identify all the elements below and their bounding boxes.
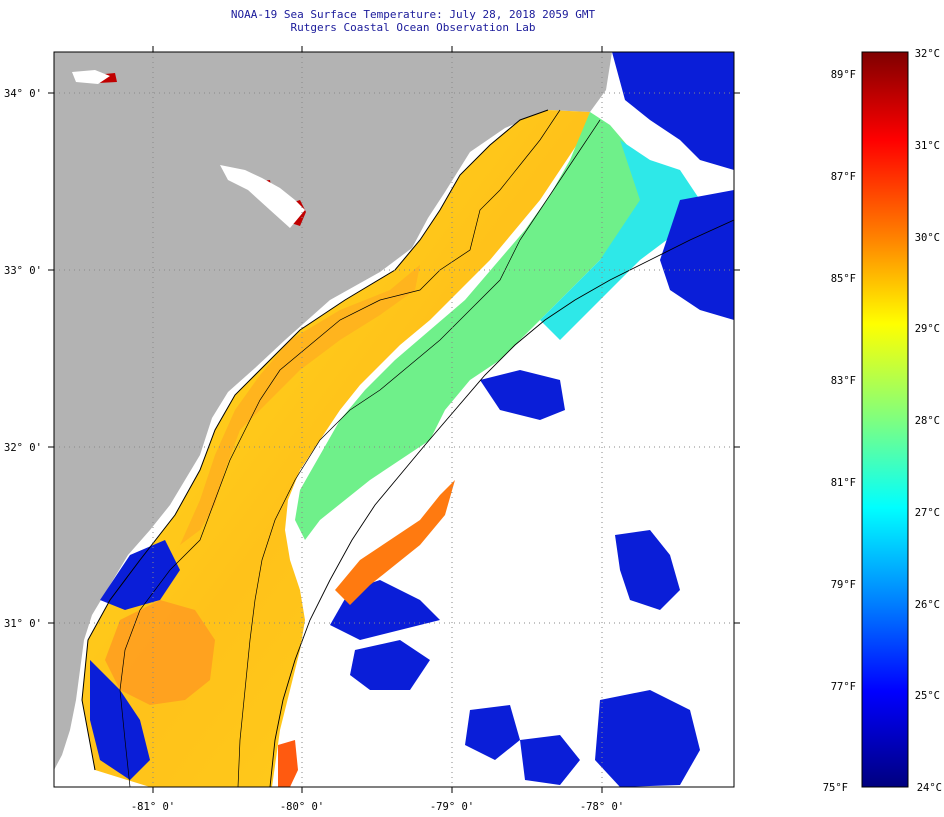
colorbar-c-label: 30°C [915,232,940,244]
map-ticks [48,46,740,793]
inland-cloud [72,70,110,84]
colorbar-c-label: 32°C [915,48,940,60]
colorbar-c-label: 26°C [915,599,940,611]
lon-label: -79° 0' [430,801,474,813]
colorbar [861,51,909,788]
lon-label: -81° 0' [131,801,175,813]
sst-cyan-offshore [540,140,700,340]
inland-cloud [220,165,305,228]
colorbar-c-labels: 32°C 31°C 30°C 29°C 28°C 27°C 26°C 25°C … [915,48,942,794]
colorbar-f-labels: 89°F 87°F 85°F 83°F 81°F 79°F 77°F 75°F [823,69,856,794]
sst-warm-shelf [82,110,590,787]
coastline [81,109,549,771]
shelf-contour [237,119,601,787]
sst-orange-south [105,600,215,705]
land-area [54,52,612,770]
map-grid [54,52,734,787]
lat-label: 33° 0' [4,265,42,277]
lat-label: 32° 0' [4,442,42,454]
colorbar-f-label: 87°F [831,171,856,183]
map-title: NOAA-19 Sea Surface Temperature: July 28… [230,8,596,21]
colorbar-c-label: 31°C [915,140,940,152]
lon-label: -78° 0' [580,801,624,813]
colorbar-f-label: 77°F [831,681,856,693]
colorbar-c-label: 28°C [915,415,940,427]
colorbar-c-label: 25°C [915,690,940,702]
map-border [53,51,735,788]
sst-cold-patches [90,52,734,787]
colorbar-c-label: 24°C [917,782,942,794]
colorbar-f-label: 75°F [823,782,848,794]
sst-warm-eddy [335,480,455,605]
lat-label: 31° 0' [4,618,42,630]
colorbar-f-label: 85°F [831,273,856,285]
map-area [54,52,734,787]
colorbar-c-label: 27°C [915,507,940,519]
colorbar-f-label: 81°F [831,477,856,489]
colorbar-f-label: 83°F [831,375,856,387]
lat-label: 34° 0' [4,88,42,100]
colorbar-f-label: 79°F [831,579,856,591]
map-subtitle: Rutgers Coastal Ocean Observation Lab [290,21,536,34]
sst-orange-band [180,265,420,545]
sst-warm-eddy-south [278,740,298,787]
lon-label: -80° 0' [280,801,324,813]
shelf-break-contour [269,219,734,787]
sst-cool-offshore [295,112,650,540]
colorbar-f-label: 89°F [831,69,856,81]
colorbar-c-label: 29°C [915,323,940,335]
